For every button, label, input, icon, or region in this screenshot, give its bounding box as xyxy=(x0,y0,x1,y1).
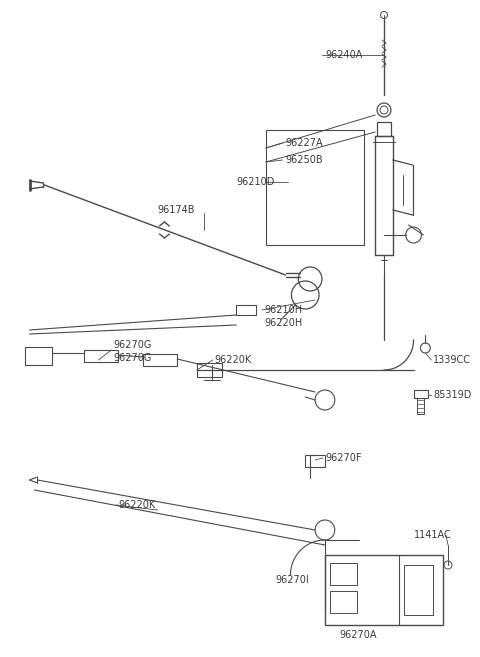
Text: 96270F: 96270F xyxy=(325,453,361,463)
Bar xyxy=(404,565,433,615)
Text: 96220K: 96220K xyxy=(215,355,252,365)
Bar xyxy=(330,563,358,585)
Text: 96270I: 96270I xyxy=(276,575,310,585)
Bar xyxy=(377,122,391,136)
Bar xyxy=(325,555,443,625)
Text: 96270G: 96270G xyxy=(113,353,152,363)
Bar xyxy=(24,347,52,365)
Text: 85319D: 85319D xyxy=(433,390,472,400)
Text: 96220K: 96220K xyxy=(118,500,156,510)
Bar xyxy=(414,390,428,398)
Bar xyxy=(266,130,364,245)
Bar xyxy=(197,363,222,377)
Text: 1141AC: 1141AC xyxy=(414,530,451,540)
Text: 96210D: 96210D xyxy=(236,177,275,187)
Text: 96270A: 96270A xyxy=(340,630,377,640)
Bar xyxy=(330,591,358,613)
Bar xyxy=(418,398,424,414)
Text: 96210H: 96210H xyxy=(264,305,302,315)
Text: 96174B: 96174B xyxy=(157,205,195,215)
Bar xyxy=(84,350,118,362)
Text: 96220H: 96220H xyxy=(264,318,302,328)
Text: 96270G: 96270G xyxy=(113,340,152,350)
Text: 96240A: 96240A xyxy=(325,50,362,60)
Text: 96227A: 96227A xyxy=(286,138,323,148)
Bar xyxy=(305,455,325,467)
Bar xyxy=(236,305,256,315)
Text: 96250B: 96250B xyxy=(286,155,323,165)
Bar xyxy=(143,354,177,366)
Text: 1339CC: 1339CC xyxy=(433,355,471,365)
